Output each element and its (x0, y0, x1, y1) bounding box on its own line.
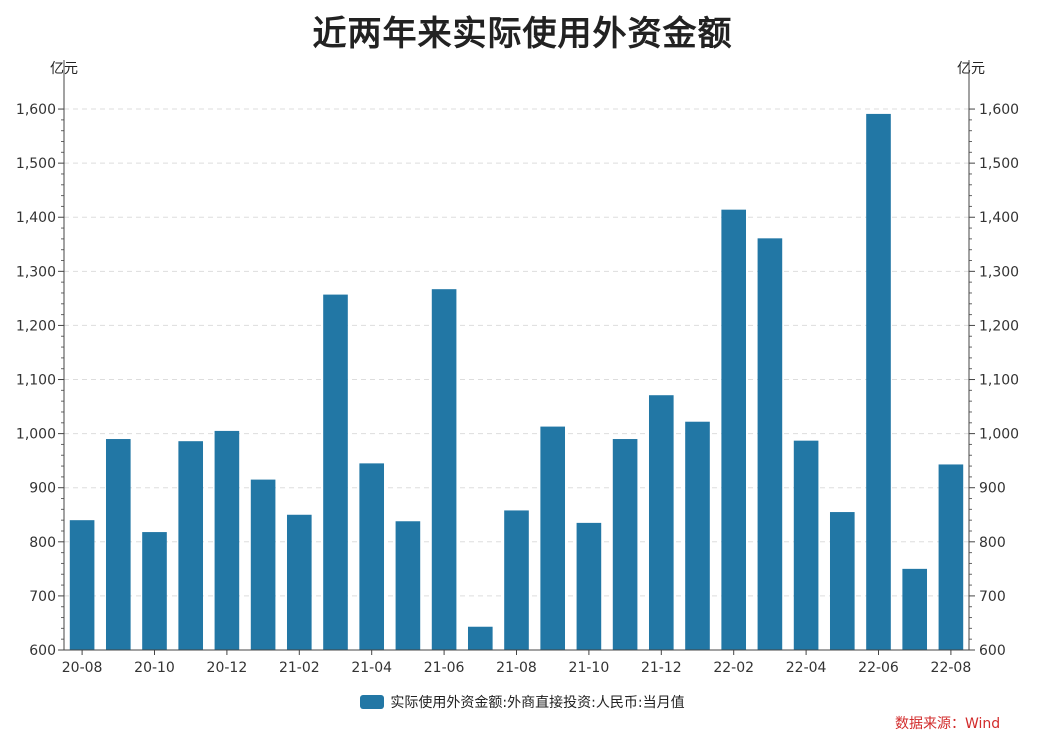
left-tick-label: 700 (29, 589, 56, 605)
x-tick-label: 22-06 (858, 660, 899, 676)
right-tick-label: 1,600 (979, 102, 1019, 118)
x-tick-label: 22-04 (786, 660, 827, 676)
x-tick-label: 21-10 (569, 660, 610, 676)
right-axis-unit: 亿元 (957, 61, 985, 77)
bar (431, 289, 457, 650)
left-tick-label: 1,300 (16, 264, 56, 280)
bar (829, 512, 855, 650)
bar (938, 464, 964, 650)
legend-label: 实际使用外资金额:外商直接投资:人民币:当月值 (390, 695, 685, 711)
left-tick-label: 1,200 (16, 318, 56, 334)
source-note: 数据来源：Wind (895, 716, 1001, 732)
left-tick-label: 1,400 (16, 210, 56, 226)
bar (250, 479, 276, 650)
bar (685, 421, 710, 650)
bar (793, 440, 819, 650)
bar (866, 113, 891, 650)
x-tick-label: 21-04 (351, 660, 392, 676)
left-tick-label: 900 (29, 481, 56, 497)
bar (721, 209, 747, 650)
bar (504, 510, 529, 650)
bar (902, 568, 928, 650)
bar (540, 426, 566, 650)
left-tick-label: 1,000 (16, 427, 56, 443)
bar (142, 532, 167, 650)
bar (105, 439, 131, 650)
left-tick-label: 600 (29, 643, 56, 659)
x-tick-label: 20-10 (134, 660, 175, 676)
right-tick-label: 1,200 (979, 318, 1019, 334)
bar (69, 520, 95, 650)
legend[interactable]: 实际使用外资金额:外商直接投资:人民币:当月值 (0, 692, 1045, 712)
x-tick-label: 21-02 (279, 660, 320, 676)
bar (612, 439, 638, 650)
bar (214, 430, 240, 650)
x-tick-label: 21-08 (496, 660, 537, 676)
x-tick-label: 22-02 (713, 660, 754, 676)
bar (467, 626, 493, 650)
right-tick-label: 1,000 (979, 427, 1019, 443)
x-tick-label: 21-12 (641, 660, 682, 676)
bar (323, 294, 348, 650)
right-tick-label: 1,300 (979, 264, 1019, 280)
x-tick-label: 20-08 (62, 660, 103, 676)
x-tick-label: 20-12 (207, 660, 248, 676)
left-tick-label: 800 (29, 535, 56, 551)
bar (359, 463, 385, 650)
right-tick-label: 1,100 (979, 373, 1019, 389)
bar (395, 521, 421, 650)
left-tick-label: 1,600 (16, 102, 56, 118)
legend-swatch (360, 695, 385, 709)
right-tick-label: 900 (979, 481, 1006, 497)
right-tick-label: 1,400 (979, 210, 1019, 226)
bar (576, 522, 602, 650)
bar (286, 514, 312, 650)
right-tick-label: 700 (979, 589, 1006, 605)
x-tick-label: 22-08 (931, 660, 972, 676)
right-tick-label: 1,500 (979, 156, 1019, 172)
right-tick-label: 600 (979, 643, 1006, 659)
chart-title: 近两年来实际使用外资金额 (312, 14, 733, 54)
bar (757, 238, 783, 650)
bar (178, 441, 204, 650)
left-tick-label: 1,100 (16, 373, 56, 389)
bar (648, 395, 674, 650)
x-tick-label: 21-06 (424, 660, 465, 676)
right-tick-label: 800 (979, 535, 1006, 551)
left-tick-label: 1,500 (16, 156, 56, 172)
